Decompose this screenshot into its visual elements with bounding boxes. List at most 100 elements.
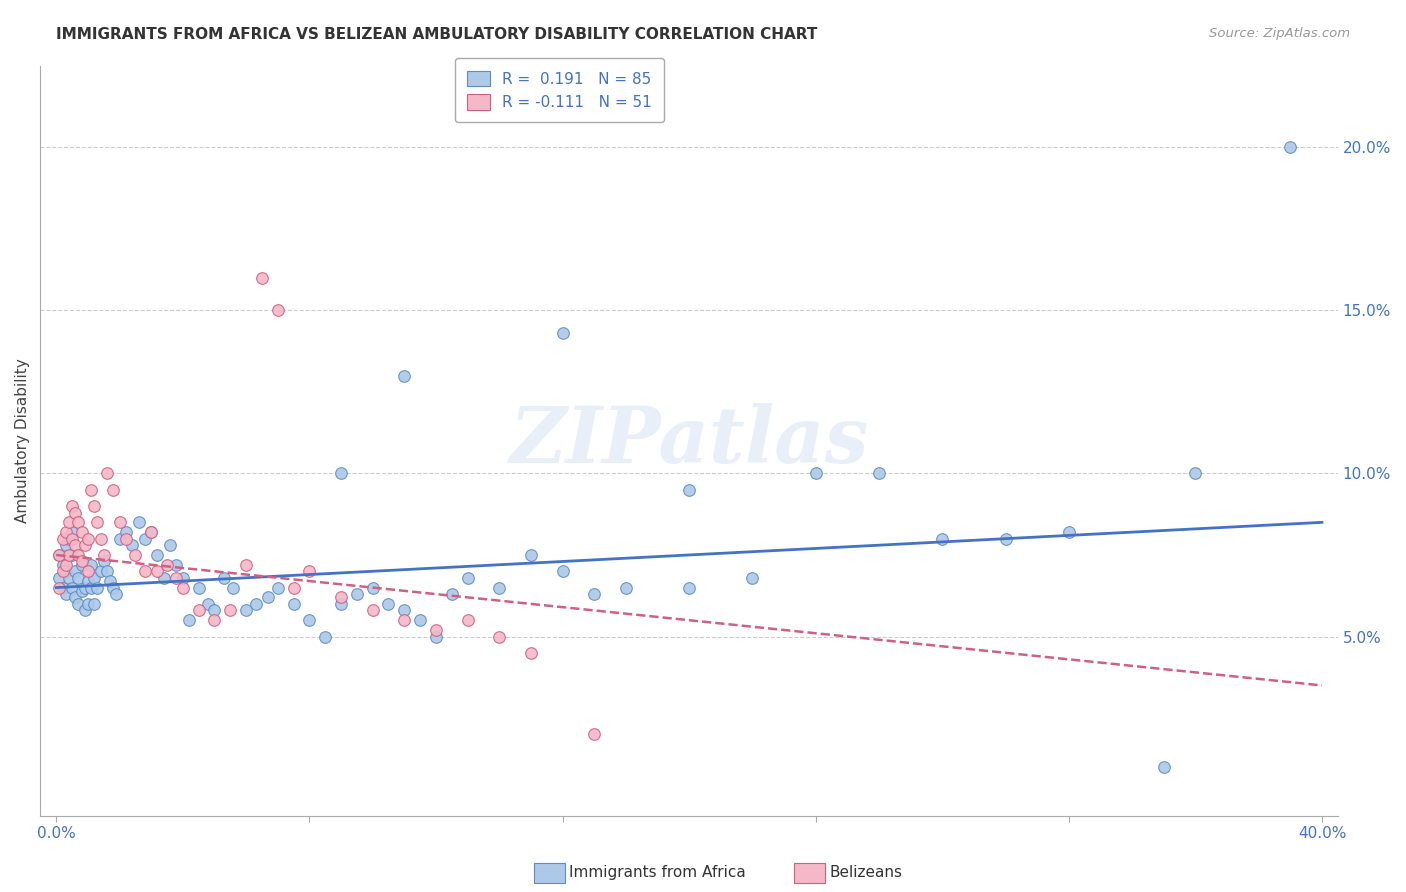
Point [83, 499, 105, 513]
Point [994, 532, 1017, 546]
Point [48, 548, 70, 562]
Point [93, 554, 115, 568]
Point [55, 525, 77, 540]
Text: ZIPatlas: ZIPatlas [509, 402, 869, 479]
Point [70, 558, 93, 572]
Point [187, 581, 209, 595]
Point [73, 581, 96, 595]
Point [159, 538, 181, 552]
Point [48, 571, 70, 585]
Point [77, 564, 100, 578]
Point [55, 587, 77, 601]
Point [394, 603, 416, 617]
Point [108, 532, 131, 546]
Point [457, 613, 479, 627]
Point [60, 581, 83, 595]
Point [86, 516, 108, 530]
Point [96, 467, 118, 481]
Point [346, 587, 368, 601]
Point [90, 564, 112, 578]
Point [1279, 140, 1302, 154]
Point [425, 623, 447, 637]
Y-axis label: Ambulatory Disability: Ambulatory Disability [15, 359, 30, 524]
Point [67, 597, 90, 611]
Point [197, 597, 219, 611]
Point [330, 467, 353, 481]
Point [250, 270, 273, 285]
Point [377, 597, 399, 611]
Point [65, 538, 87, 552]
Point [55, 538, 77, 552]
Point [115, 525, 138, 540]
Text: Belizeans: Belizeans [830, 864, 903, 880]
Point [67, 571, 90, 585]
Point [678, 581, 700, 595]
Point [67, 548, 90, 562]
Point [70, 525, 93, 540]
Point [868, 467, 890, 481]
Point [298, 564, 321, 578]
Point [172, 581, 194, 595]
Point [1184, 467, 1206, 481]
Point [77, 532, 100, 546]
Point [172, 571, 194, 585]
Point [103, 581, 125, 595]
Point [1153, 760, 1175, 774]
Point [741, 571, 763, 585]
Point [361, 581, 384, 595]
Point [314, 630, 336, 644]
Point [520, 646, 543, 660]
Point [98, 574, 121, 588]
Point [48, 581, 70, 595]
Point [70, 583, 93, 598]
Point [80, 558, 103, 572]
Point [65, 564, 87, 578]
Point [121, 538, 143, 552]
Point [51, 558, 73, 572]
Point [83, 597, 105, 611]
Point [551, 326, 574, 341]
Point [219, 603, 242, 617]
Point [204, 603, 226, 617]
Point [283, 581, 305, 595]
Point [146, 548, 169, 562]
Point [583, 727, 606, 741]
Point [58, 571, 80, 585]
Point [330, 591, 353, 605]
Point [614, 581, 637, 595]
Point [70, 554, 93, 568]
Point [409, 613, 432, 627]
Point [520, 548, 543, 562]
Point [425, 630, 447, 644]
Point [394, 368, 416, 383]
Point [103, 483, 125, 497]
Point [77, 574, 100, 588]
Point [212, 571, 235, 585]
Point [804, 467, 827, 481]
Point [93, 548, 115, 562]
Point [73, 538, 96, 552]
Point [583, 587, 606, 601]
Point [60, 499, 83, 513]
Point [166, 571, 188, 585]
Point [166, 558, 188, 572]
Text: IMMIGRANTS FROM AFRICA VS BELIZEAN AMBULATORY DISABILITY CORRELATION CHART: IMMIGRANTS FROM AFRICA VS BELIZEAN AMBUL… [56, 27, 818, 42]
Point [58, 516, 80, 530]
Point [267, 581, 290, 595]
Point [77, 597, 100, 611]
Point [60, 548, 83, 562]
Point [551, 564, 574, 578]
Point [67, 516, 90, 530]
Point [51, 581, 73, 595]
Point [235, 603, 257, 617]
Point [96, 564, 118, 578]
Point [115, 532, 138, 546]
Point [73, 603, 96, 617]
Point [257, 591, 280, 605]
Point [204, 613, 226, 627]
Text: Source: ZipAtlas.com: Source: ZipAtlas.com [1209, 27, 1350, 40]
Point [105, 587, 128, 601]
Point [488, 581, 510, 595]
Point [141, 525, 163, 540]
Point [108, 516, 131, 530]
